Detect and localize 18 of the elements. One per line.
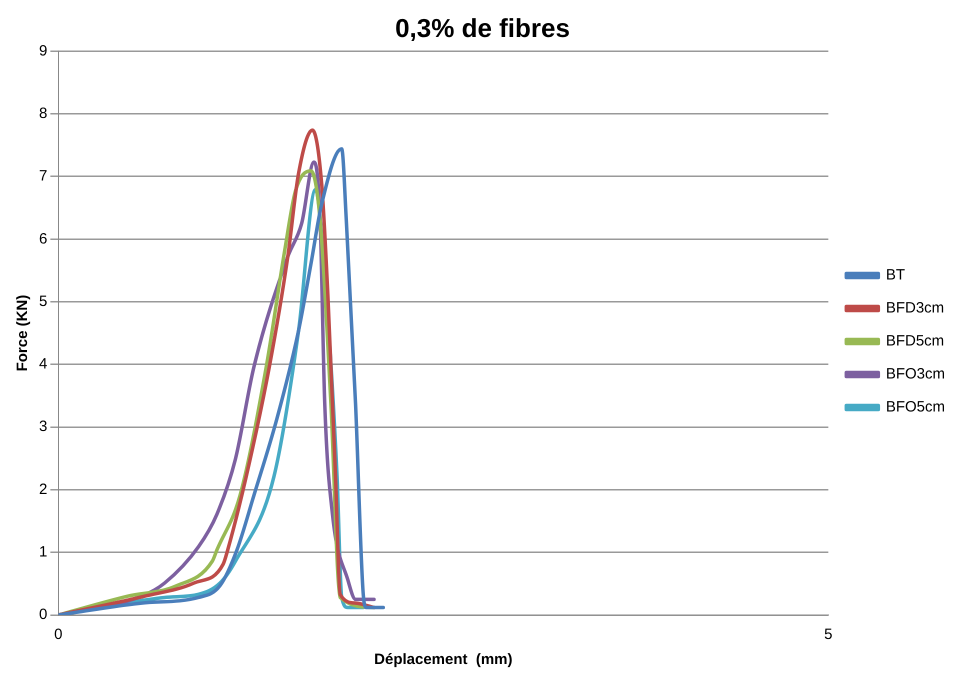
y-tick-label: 5 (39, 292, 48, 310)
y-tick-label: 6 (39, 230, 48, 248)
legend-label: BT (886, 266, 905, 284)
x-axis-title: Déplacement (mm) (374, 651, 513, 668)
y-tick-label: 1 (39, 543, 48, 560)
y-tick-label: 3 (39, 418, 48, 436)
y-tick-label: 4 (39, 356, 48, 373)
y-tick-label: 7 (39, 168, 48, 185)
y-axis-title: Force (KN) (14, 294, 32, 372)
chart-title: 0,3% de fibres (395, 12, 570, 43)
legend-label: BFO3cm (886, 366, 946, 383)
y-tick-label: 9 (39, 42, 48, 60)
y-tick-label: 2 (39, 480, 48, 498)
legend-label: BFD3cm (886, 300, 944, 317)
legend-label: BFO5cm (886, 398, 946, 416)
y-tick-label: 0 (39, 606, 48, 624)
legend-label: BFD5cm (886, 332, 944, 350)
y-tick-label: 8 (39, 104, 48, 122)
